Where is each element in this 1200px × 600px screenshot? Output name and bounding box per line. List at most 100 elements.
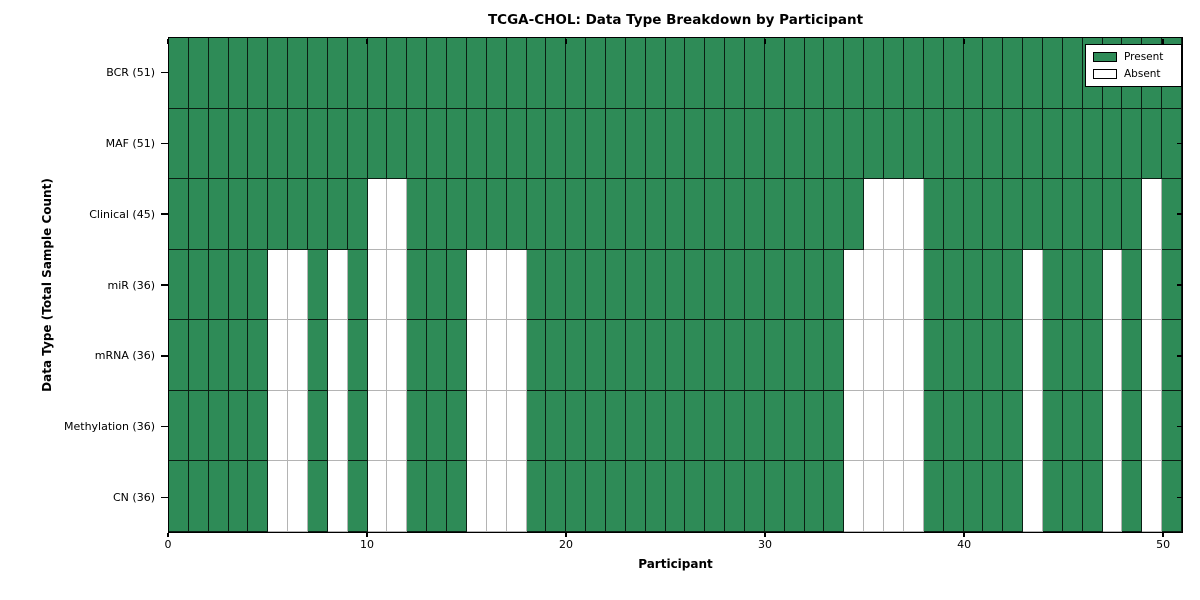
heatmap-cell	[705, 390, 726, 462]
heatmap-cell	[486, 179, 507, 250]
heatmap-cell	[824, 38, 845, 109]
heatmap-cell	[1003, 108, 1024, 180]
heatmap-cell	[725, 179, 746, 250]
heatmap-cell	[506, 249, 527, 321]
heatmap-cell	[665, 108, 686, 180]
heatmap-cell	[506, 461, 527, 532]
heatmap-cell	[308, 320, 328, 391]
heatmap-cell	[943, 390, 964, 462]
heatmap-cell	[526, 249, 547, 321]
heatmap-cell	[1042, 249, 1063, 321]
heatmap-cell	[248, 108, 269, 180]
heatmap-cell	[586, 461, 606, 532]
heatmap-cell	[784, 320, 805, 391]
heatmap-cell	[745, 38, 765, 109]
y-tick-mark	[1176, 284, 1182, 286]
heatmap-cell	[208, 390, 229, 462]
heatmap-cell	[645, 461, 666, 532]
heatmap-cell	[1003, 320, 1024, 391]
heatmap-cell	[923, 38, 944, 109]
heatmap-cell	[486, 108, 507, 180]
heatmap-cell	[685, 38, 706, 109]
heatmap-cell	[705, 461, 726, 532]
x-tick-label: 20	[559, 538, 574, 551]
heatmap-cell	[1062, 461, 1083, 532]
heatmap-cell	[427, 108, 448, 180]
legend-swatch-absent	[1093, 69, 1117, 79]
heatmap-cell	[1142, 179, 1163, 250]
heatmap-cell	[685, 108, 706, 180]
heatmap-cell	[1142, 249, 1163, 321]
heatmap-cell	[1142, 461, 1163, 532]
heatmap-cell	[1082, 461, 1103, 532]
y-tick-mark	[1176, 425, 1182, 428]
heatmap-cell	[983, 179, 1004, 250]
heatmap-cell	[625, 38, 646, 109]
x-tick-mark	[1162, 38, 1164, 44]
heatmap-cell	[288, 390, 309, 462]
heatmap-cell	[586, 320, 606, 391]
heatmap-cell	[665, 320, 686, 391]
heatmap-cell	[466, 320, 487, 391]
heatmap-cell	[705, 38, 726, 109]
x-tick-mark	[764, 533, 766, 537]
heatmap-cell	[506, 320, 527, 391]
heatmap-cell	[943, 249, 964, 321]
heatmap-cell	[605, 179, 626, 250]
y-tick-mark	[161, 142, 168, 145]
heatmap-cell	[1023, 38, 1043, 109]
heatmap-cell	[1122, 108, 1143, 180]
heatmap-cell	[169, 38, 189, 109]
heatmap-cell	[1142, 108, 1163, 180]
heatmap-cell	[745, 249, 765, 321]
heatmap-cell	[1023, 249, 1043, 321]
heatmap-cell	[308, 390, 328, 462]
heatmap-cell	[506, 179, 527, 250]
heatmap-cell	[208, 179, 229, 250]
heatmap-cell	[705, 320, 726, 391]
heatmap-cell	[1042, 38, 1063, 109]
heatmap-cell	[228, 108, 249, 180]
heatmap-cell	[963, 179, 984, 250]
heatmap-cell	[526, 38, 547, 109]
heatmap-cell	[745, 108, 765, 180]
heatmap-cell	[586, 179, 606, 250]
heatmap-cell	[665, 390, 686, 462]
heatmap-cell	[447, 461, 467, 532]
heatmap-cell	[1042, 179, 1063, 250]
heatmap-cell	[208, 320, 229, 391]
heatmap-cell	[407, 320, 428, 391]
heatmap-cell	[566, 390, 587, 462]
heatmap-cell	[387, 461, 408, 532]
heatmap-cell	[725, 390, 746, 462]
x-tick-mark	[764, 38, 766, 44]
heatmap-cell	[268, 249, 289, 321]
y-tick-mark	[161, 355, 168, 357]
heatmap-cell	[188, 38, 209, 109]
heatmap-cell	[1122, 179, 1143, 250]
heatmap-cell	[625, 249, 646, 321]
x-tick-mark	[366, 533, 368, 537]
x-tick-mark	[167, 38, 169, 44]
heatmap-cell	[943, 38, 964, 109]
heatmap-cell	[188, 320, 209, 391]
heatmap-cell	[248, 179, 269, 250]
heatmap-cell	[685, 249, 706, 321]
heatmap-cell	[844, 320, 865, 391]
heatmap-cell	[1162, 249, 1182, 321]
heatmap-cell	[625, 179, 646, 250]
heatmap-cell	[466, 108, 487, 180]
heatmap-cell	[526, 461, 547, 532]
heatmap-cell	[228, 38, 249, 109]
y-axis-label: Data Type (Total Sample Count)	[40, 178, 54, 392]
heatmap-cell	[268, 38, 289, 109]
heatmap-cell	[447, 38, 467, 109]
y-tick-mark	[161, 71, 168, 74]
heatmap-cell	[903, 249, 924, 321]
heatmap-cell	[407, 179, 428, 250]
heatmap-cell	[288, 179, 309, 250]
heatmap-cell	[1042, 320, 1063, 391]
heatmap-cell	[903, 179, 924, 250]
y-tick-label: BCR (51)	[106, 65, 155, 79]
heatmap-cell	[327, 38, 348, 109]
